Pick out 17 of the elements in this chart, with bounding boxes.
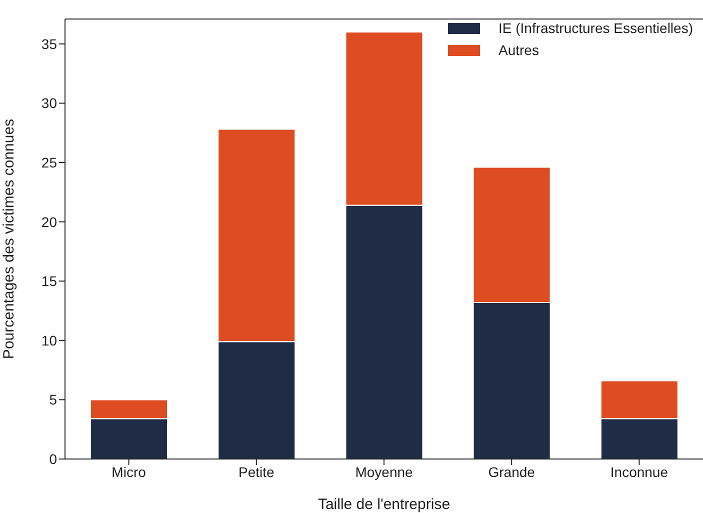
x-axis-title: Taille de l'entreprise <box>318 496 450 513</box>
x-tick-label: Inconnue <box>610 464 668 480</box>
y-tick-label: 10 <box>41 332 58 348</box>
y-tick-label: 5 <box>49 392 58 408</box>
x-tick-label: Micro <box>112 464 146 480</box>
y-tick-label: 35 <box>41 36 58 52</box>
x-tick-label: Petite <box>238 464 275 480</box>
legend-label: Autres <box>498 42 539 58</box>
y-tick-label: 25 <box>41 154 58 170</box>
y-axis-title: Pourcentages des victimes connues <box>0 118 18 360</box>
x-tick-label: Moyenne <box>355 464 414 480</box>
y-tick-label: 15 <box>41 273 58 290</box>
legend-label: IE (Infrastructures Essentielles) <box>498 20 693 36</box>
y-tick-label: 0 <box>49 450 58 467</box>
x-tick-label: Grande <box>488 464 536 480</box>
y-tick-label: 20 <box>41 214 58 230</box>
y-tick-label: 30 <box>41 95 58 112</box>
